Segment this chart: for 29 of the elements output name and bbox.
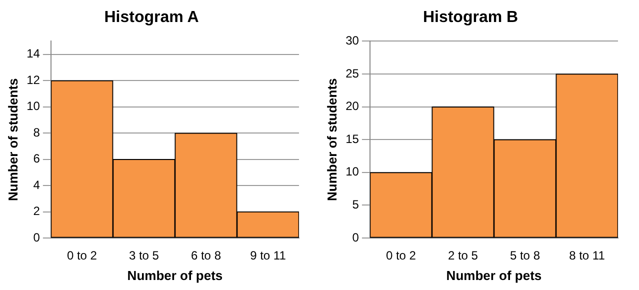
y-axis-title: Number of students	[5, 78, 20, 201]
y-tick-label: 25	[346, 66, 360, 80]
chart-title: Histogram A	[104, 9, 200, 26]
x-tick-label: 6 to 8	[190, 248, 222, 263]
y-tick-label: 30	[346, 34, 360, 48]
y-tick-label: 0	[352, 230, 360, 244]
y-tick-label: 4	[33, 178, 40, 192]
y-tick-label: 0	[33, 230, 40, 244]
y-tick-label: 10	[346, 164, 360, 179]
x-tick-label: 3 to 5	[128, 248, 160, 263]
y-tick-label: 20	[346, 99, 360, 114]
x-tick-label: 5 to 8	[510, 248, 540, 263]
chart-title: Histogram B	[422, 9, 518, 26]
y-tick-label: 14	[26, 46, 40, 61]
x-axis-title: Number of pets	[446, 268, 542, 283]
y-tick-label: 10	[26, 99, 40, 114]
y-tick-label: 2	[33, 204, 40, 218]
y-tick-label: 12	[26, 72, 40, 87]
x-tick-label: 2 to 5	[448, 248, 478, 263]
y-tick-label: 5	[352, 198, 360, 212]
x-tick-label: 8 to 11	[569, 248, 606, 263]
x-axis-title: Number of pets	[127, 268, 223, 283]
x-tick-label: 0 to 2	[386, 248, 416, 263]
x-tick-label: 9 to 11	[250, 248, 286, 263]
y-tick-label: 8	[33, 125, 40, 140]
y-tick-label: 6	[33, 152, 40, 166]
y-axis-title: Number of students	[324, 78, 340, 201]
y-tick-label: 15	[346, 132, 360, 146]
x-tick-label: 0 to 2	[66, 248, 98, 263]
